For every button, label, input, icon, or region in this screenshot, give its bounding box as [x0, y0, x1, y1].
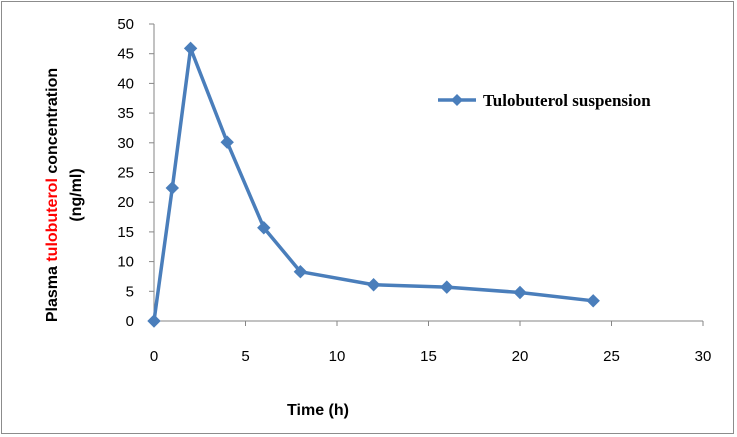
y-tick-label: 45 [117, 46, 134, 63]
x-tick-label: 5 [241, 348, 249, 365]
data-point-marker [183, 41, 198, 56]
data-point-marker [165, 181, 180, 195]
data-point-marker [366, 278, 381, 292]
y-axis-title: Plasma tulobuterol concentration (ng/ml) [44, 68, 85, 322]
y-tick-label: 15 [117, 224, 134, 241]
x-axis-title: Time (h) [287, 402, 349, 419]
data-point-marker [440, 280, 454, 294]
x-axis-ticks: 0 5 10 15 20 25 30 [150, 321, 712, 365]
x-tick-label: 15 [420, 348, 437, 365]
x-tick-label: 10 [329, 348, 346, 365]
y-axis-title-line2: (ng/ml) [68, 168, 85, 221]
data-point-marker [147, 314, 161, 328]
y-axis-title-suffix: concentration [44, 68, 61, 178]
data-point-marker [293, 264, 308, 279]
legend-series-marker [451, 94, 463, 106]
y-tick-label: 10 [117, 254, 134, 271]
series-group [147, 41, 600, 328]
y-tick-label: 30 [117, 135, 134, 152]
y-tick-label: 40 [117, 75, 134, 92]
x-tick-label: 0 [150, 348, 158, 365]
y-tick-label: 5 [126, 283, 134, 300]
y-axis-title-prefix: Plasma [44, 262, 61, 322]
legend: Tulobuterol suspension [438, 91, 651, 110]
y-tick-label: 50 [117, 16, 134, 33]
y-axis-ticks: 0 5 10 15 20 25 30 35 40 45 50 [117, 16, 154, 330]
y-tick-label: 25 [117, 165, 134, 182]
data-point-marker [257, 221, 271, 235]
legend-series-label: Tulobuterol suspension [483, 91, 651, 110]
x-tick-label: 20 [512, 348, 529, 365]
data-point-marker [513, 285, 527, 300]
x-tick-label: 25 [603, 348, 620, 365]
axes [153, 24, 703, 322]
data-point-marker [586, 294, 600, 308]
y-tick-label: 20 [117, 194, 134, 211]
x-tick-label: 30 [695, 348, 712, 365]
y-tick-label: 0 [126, 313, 134, 330]
y-axis-title-line1: Plasma tulobuterol concentration [44, 68, 61, 322]
data-point-marker [220, 135, 234, 149]
y-axis-title-highlight: tulobuterol [44, 178, 61, 262]
series-line [152, 46, 594, 322]
y-tick-label: 35 [117, 105, 134, 122]
